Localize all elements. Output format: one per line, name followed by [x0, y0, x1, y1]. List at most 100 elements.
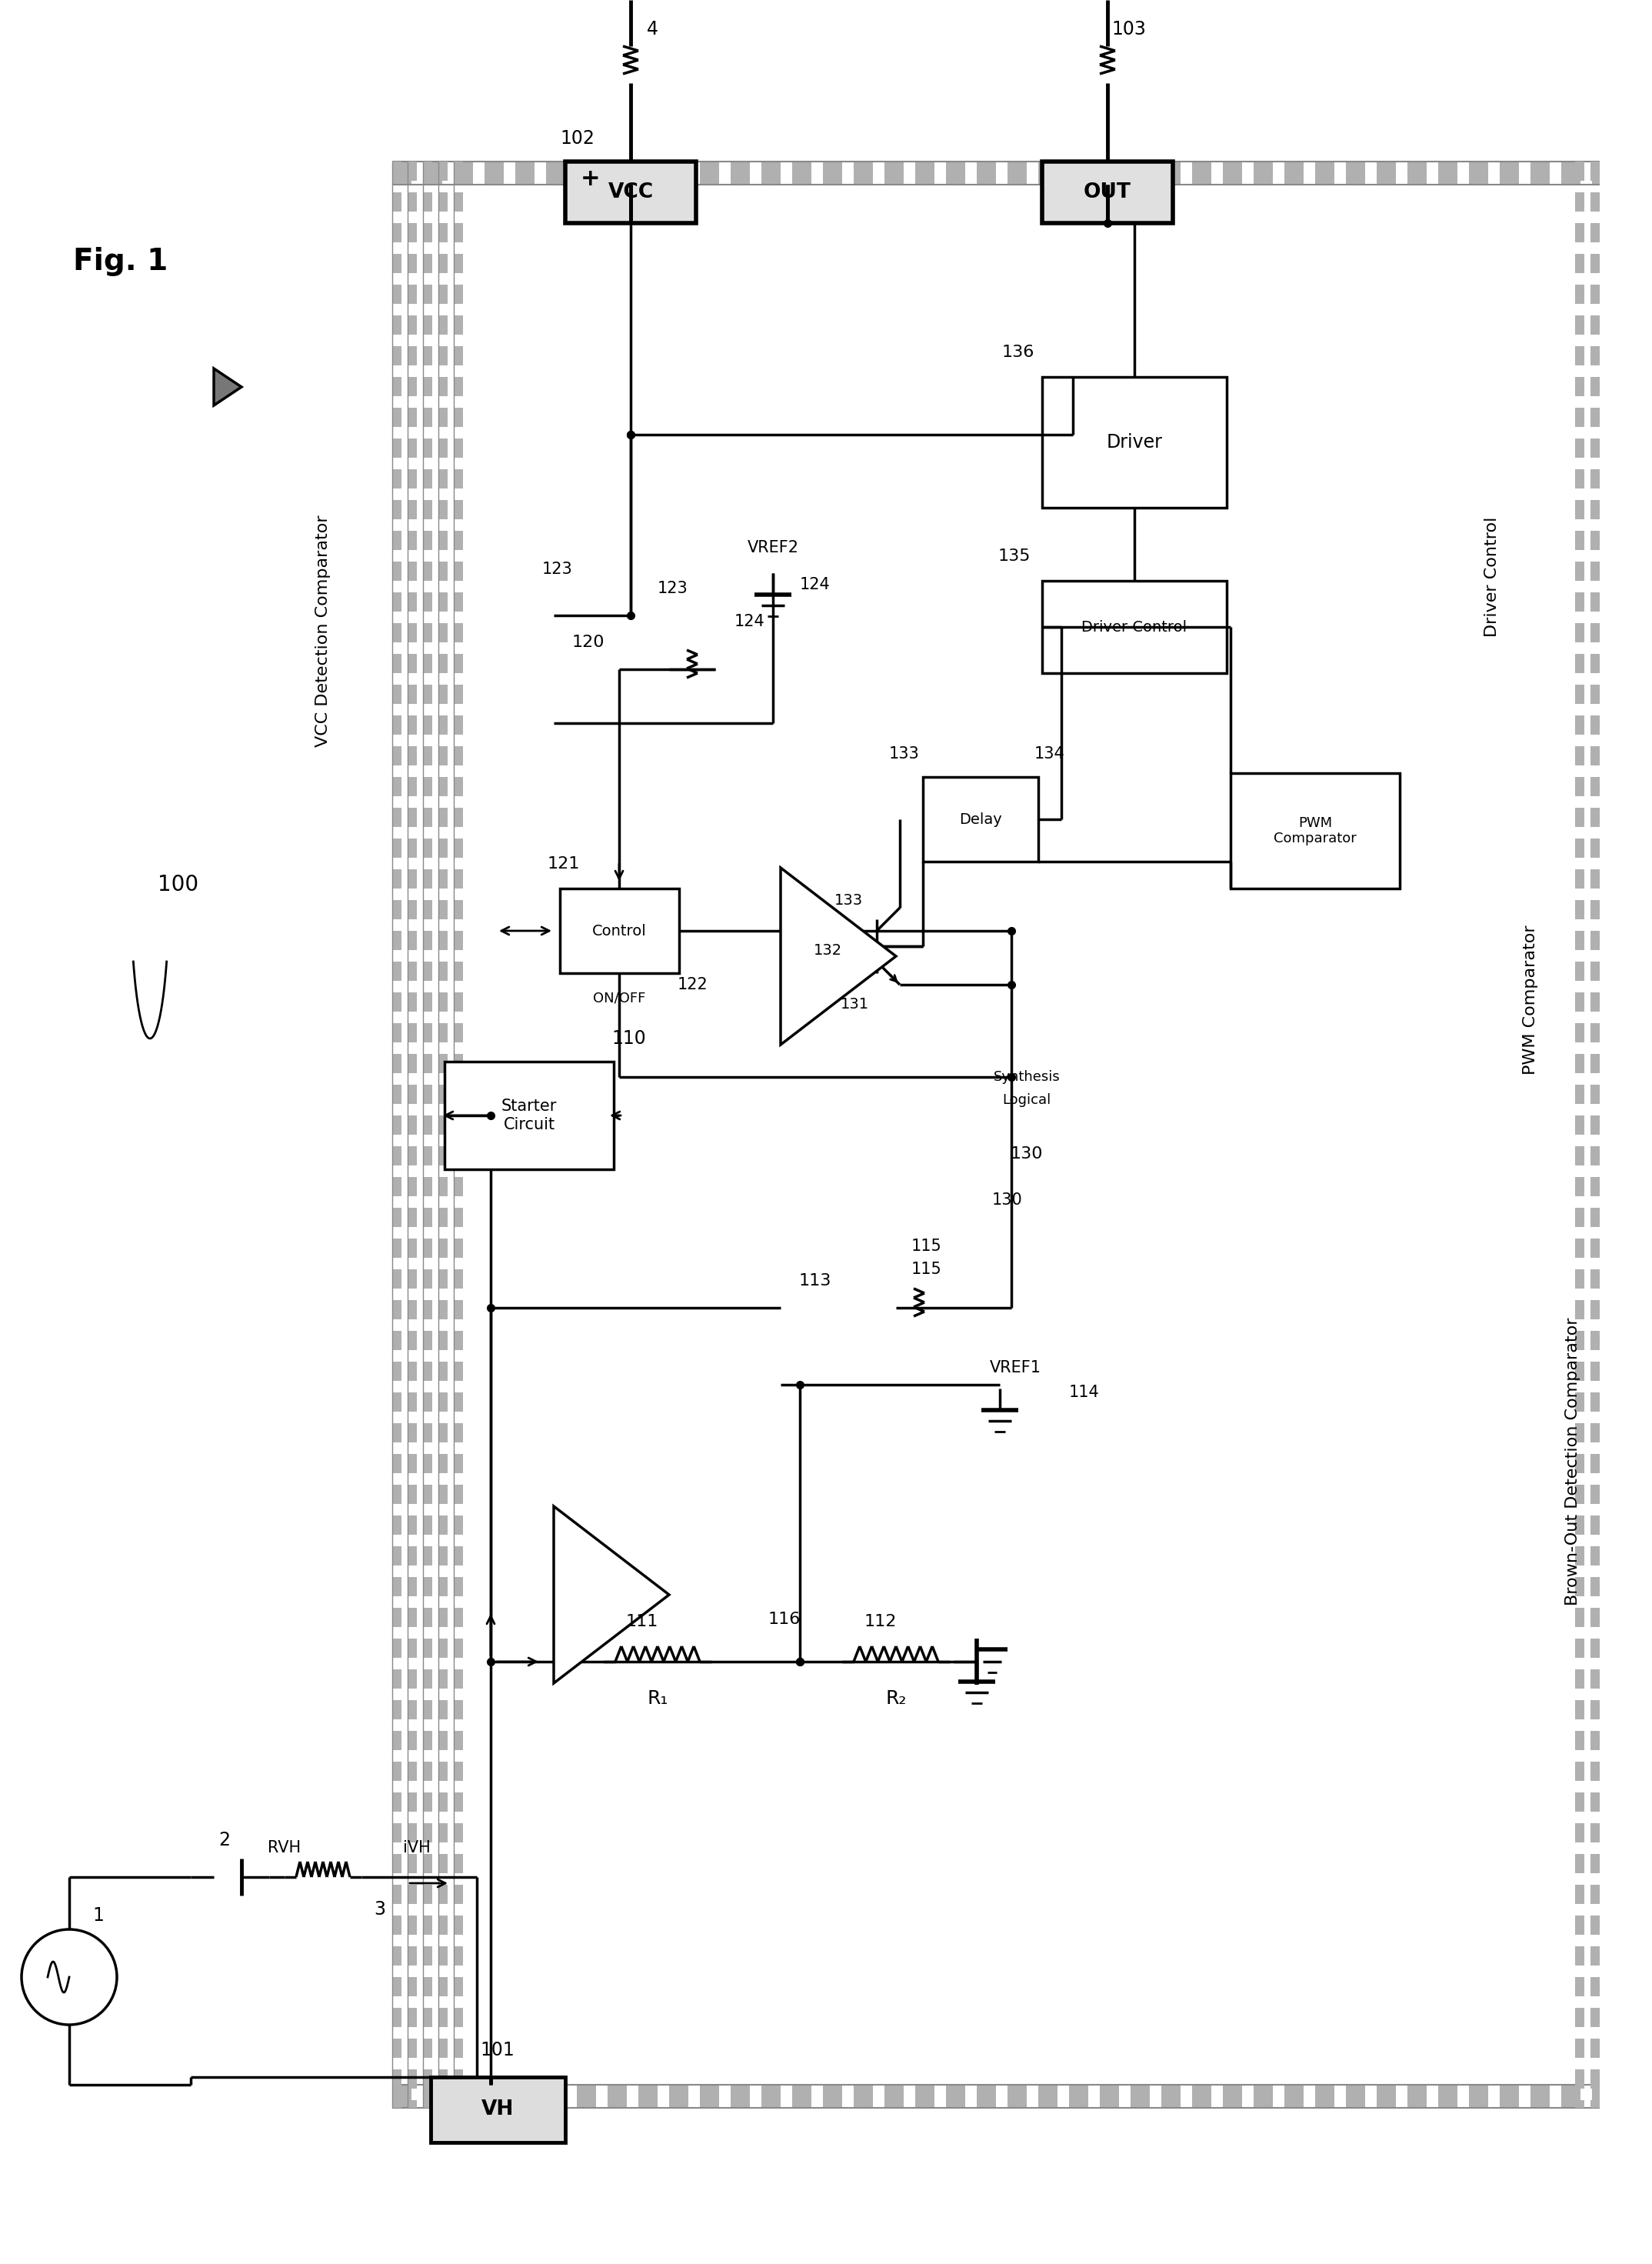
Bar [1591, 1177, 1599, 1195]
Bar [408, 2008, 416, 2026]
Bar [423, 1238, 433, 1259]
Text: 3: 3 [373, 1899, 385, 1918]
Bar [423, 2069, 433, 2090]
Bar [1574, 1177, 1584, 1195]
Bar [408, 408, 416, 428]
Bar [547, 2085, 565, 2108]
Bar [438, 1976, 448, 1997]
Bar [1222, 2085, 1242, 2108]
Bar [392, 1023, 401, 1041]
Bar [423, 901, 433, 919]
Bar [1069, 161, 1089, 186]
Text: 120: 120 [572, 634, 605, 650]
Bar [392, 1761, 401, 1782]
Bar [423, 1424, 433, 1442]
Bar [423, 1116, 433, 1134]
Bar [1591, 1238, 1599, 1259]
Bar [392, 2008, 401, 2026]
Bar [438, 439, 448, 457]
Text: 123: 123 [542, 561, 573, 577]
Bar [423, 346, 433, 365]
Bar [1284, 2085, 1303, 2108]
Bar [730, 161, 750, 186]
Bar [669, 2085, 689, 2108]
Bar [423, 1639, 433, 1657]
Bar [423, 747, 433, 765]
Bar [408, 1300, 416, 1320]
Text: 135: 135 [998, 548, 1031, 564]
Bar [408, 224, 416, 242]
Bar [454, 254, 463, 274]
Bar [1346, 161, 1365, 186]
Bar [392, 1976, 401, 1997]
Bar [1284, 161, 1303, 186]
Bar [1591, 1084, 1599, 1105]
Bar [454, 1055, 463, 1073]
Bar [1574, 1947, 1584, 1965]
Bar [408, 1947, 416, 1965]
Bar [454, 1732, 463, 1750]
Bar [454, 838, 463, 858]
Bar [454, 224, 463, 242]
Bar [408, 1392, 416, 1413]
Bar [423, 623, 433, 643]
Bar [438, 1793, 448, 1811]
Bar [438, 1947, 448, 1965]
Bar [438, 161, 448, 181]
Bar [1591, 715, 1599, 734]
Bar [577, 2085, 596, 2108]
Bar [454, 469, 463, 489]
Bar [408, 1084, 416, 1105]
Text: 130: 130 [1011, 1146, 1042, 1161]
Bar [408, 1854, 416, 1872]
Bar [423, 224, 433, 242]
Bar [547, 161, 565, 186]
Bar [438, 1546, 448, 1564]
Bar [423, 192, 433, 211]
Bar [1591, 1578, 1599, 1596]
Bar [454, 2038, 463, 2058]
Bar [423, 1177, 433, 1195]
Bar [1591, 1546, 1599, 1564]
Bar [1591, 1700, 1599, 1718]
Bar [423, 1947, 433, 1965]
Bar [423, 1732, 433, 1750]
Bar [423, 1546, 433, 1564]
Bar [438, 1700, 448, 1718]
Bar [454, 901, 463, 919]
Bar [454, 684, 463, 704]
Bar [1161, 161, 1181, 186]
Bar [1469, 161, 1488, 186]
Bar [1161, 2085, 1181, 2108]
Bar [454, 1915, 463, 1936]
Bar [408, 1177, 416, 1195]
Text: 113: 113 [800, 1272, 831, 1288]
Bar [1574, 1700, 1584, 1718]
Bar [392, 192, 401, 211]
Bar [423, 1331, 433, 1349]
Text: Brown-Out Detection Comparator: Brown-Out Detection Comparator [1564, 1318, 1581, 1605]
Bar [438, 962, 448, 980]
Bar [454, 1639, 463, 1657]
Bar [392, 1669, 401, 1689]
Text: Control: Control [591, 924, 646, 937]
Bar [1574, 2038, 1584, 2058]
Bar [423, 1515, 433, 1535]
Bar [408, 623, 416, 643]
Bar [1591, 346, 1599, 365]
Bar [392, 530, 401, 550]
Bar [423, 1361, 433, 1381]
Bar [1574, 1761, 1584, 1782]
Bar [454, 1669, 463, 1689]
Bar [560, 887, 679, 974]
Bar [1591, 684, 1599, 704]
Bar [1574, 1453, 1584, 1474]
Bar [438, 1732, 448, 1750]
Bar [1574, 469, 1584, 489]
Bar [392, 346, 401, 365]
Bar [1376, 2085, 1396, 2108]
Bar [408, 530, 416, 550]
Bar [408, 1270, 416, 1288]
Bar [438, 1238, 448, 1259]
Bar [423, 2038, 433, 2058]
